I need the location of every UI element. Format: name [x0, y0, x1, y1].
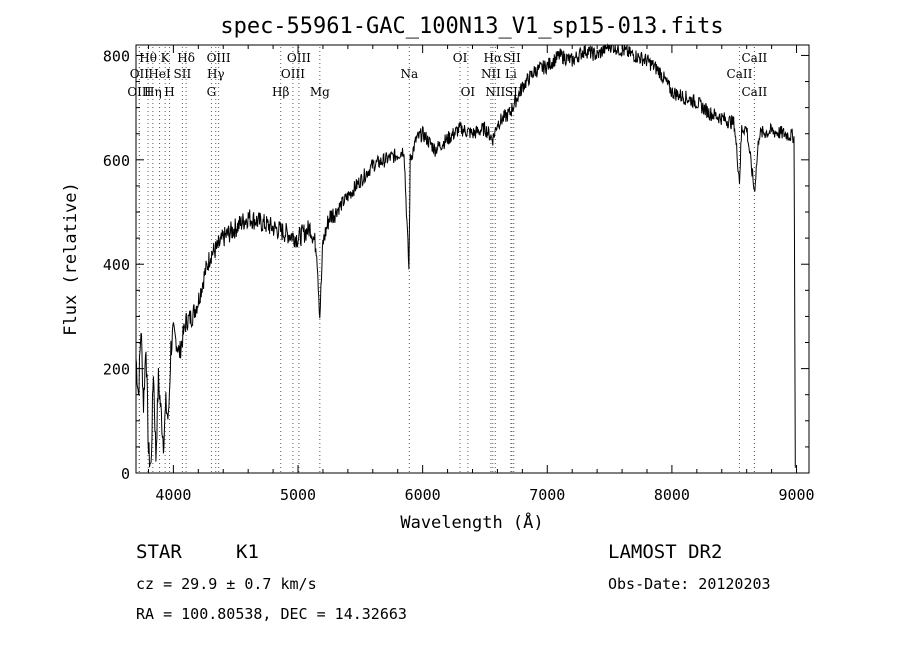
line-marker-label: OIII	[207, 51, 231, 65]
line-marker-label: NII	[485, 85, 505, 99]
x-tick-label: 4000	[155, 486, 191, 504]
chart-title: spec-55961-GAC_100N13_V1_sp15-013.fits	[220, 14, 723, 39]
line-marker-label: H	[164, 85, 174, 99]
line-marker-label: OII	[130, 67, 150, 81]
subclass: K1	[236, 541, 259, 563]
line-marker-label: OI	[461, 85, 476, 99]
y-tick-label: 0	[121, 465, 130, 483]
y-tick-label: 400	[103, 256, 130, 274]
y-axis: 0 200 400 600 800	[103, 47, 809, 483]
survey-name: LAMOST DR2	[608, 541, 723, 563]
line-marker-label: Hθ	[139, 51, 157, 65]
x-axis-label: Wavelength (Å)	[400, 511, 543, 533]
line-marker-label: Na	[400, 67, 418, 81]
coordinates: RA = 100.80538, DEC = 14.32663	[136, 605, 407, 623]
line-marker-label: G	[207, 85, 217, 99]
line-marker-label: CaII	[741, 85, 767, 99]
plot-frame	[135, 44, 810, 474]
y-tick-label: 200	[103, 361, 130, 379]
line-marker-label: Mg	[310, 85, 330, 99]
y-tick-label: 800	[103, 47, 130, 65]
x-tick-label: 5000	[280, 486, 316, 504]
observation-date: Obs-Date: 20120203	[608, 575, 771, 593]
line-marker-label: OIII	[281, 67, 305, 81]
x-tick-label: 7000	[529, 486, 565, 504]
y-tick-label: 600	[103, 152, 130, 170]
line-marker-label: SII	[174, 67, 192, 81]
line-marker-label: NII	[481, 67, 501, 81]
x-tick-label: 9000	[778, 486, 814, 504]
line-marker-label: Hβ	[272, 85, 289, 99]
line-marker-label: CaII	[727, 67, 753, 81]
line-marker-label: OI	[453, 51, 468, 65]
redshift-velocity: cz = 29.9 ± 0.7 km/s	[136, 575, 317, 593]
line-marker-label: K	[161, 51, 171, 65]
y-axis-label: Flux (relative)	[61, 182, 81, 336]
line-marker-label: Li	[505, 67, 517, 81]
emission-line-labels: Hθ OII OIII K HeI Hη H Hδ SII OIII Hγ G OIII OIII Hβ Mg…	[127, 51, 767, 99]
line-marker-label: Hα	[484, 51, 503, 65]
emission-line-markers	[138, 47, 755, 473]
x-axis: 4000 5000 6000 7000 8000 9000	[147, 45, 815, 504]
spectrum-line	[135, 43, 796, 468]
line-marker-label: OIII	[127, 85, 151, 99]
line-marker-label: Hδ	[177, 51, 195, 65]
line-marker-label: OIII	[287, 51, 311, 65]
line-marker-label: Hη	[144, 85, 162, 99]
line-marker-label: CaII	[741, 51, 767, 65]
x-tick-label: 6000	[405, 486, 441, 504]
x-tick-label: 8000	[654, 486, 690, 504]
line-marker-label: SII	[503, 51, 521, 65]
line-marker-label: Hγ	[207, 67, 225, 81]
line-marker-label: HeI	[148, 67, 171, 81]
object-type: STAR	[136, 541, 182, 563]
